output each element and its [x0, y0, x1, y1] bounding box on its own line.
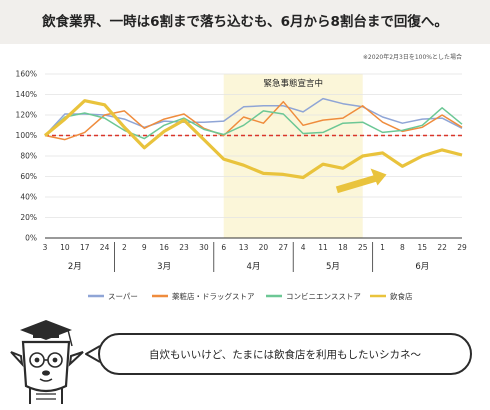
speech-bubble: 自炊もいいけど、たまには飲食店を利用もしたいシカネ〜 [98, 333, 472, 375]
month-label: 3月 [157, 262, 171, 272]
title-bar: 飲食業界、一時は6割まで落ち込むも、6月から8割台まで回復へ。 [0, 0, 490, 44]
recovery-arrow-head-icon [370, 168, 387, 186]
x-tick-label: 29 [457, 243, 467, 252]
month-label: 6月 [415, 262, 429, 272]
x-tick-label: 23 [179, 243, 189, 252]
chart-title: 飲食業界、一時は6割まで落ち込むも、6月から8割台まで回復へ。 [42, 14, 448, 30]
x-tick-label: 16 [159, 243, 169, 252]
y-tick-label: 40% [20, 193, 37, 202]
recovery-arrow-icon [335, 174, 380, 194]
x-tick-label: 2 [122, 243, 127, 252]
x-tick-label: 1 [380, 243, 385, 252]
series-line-3 [43, 99, 463, 180]
x-tick-label: 9 [142, 243, 147, 252]
chart-note: ※2020年2月3日を100%とした場合 [363, 53, 462, 61]
x-tick-label: 3 [43, 243, 48, 252]
legend-label: スーパー [108, 292, 138, 301]
deer-mascot-icon [6, 316, 88, 410]
legend-label: 飲食店 [390, 291, 413, 301]
y-tick-label: 0% [25, 234, 37, 243]
x-tick-label: 20 [259, 243, 269, 252]
x-tick-label: 13 [239, 243, 249, 252]
speech-bubble-text: 自炊もいいけど、たまには飲食店を利用もしたいシカネ〜 [149, 349, 421, 361]
y-tick-label: 60% [20, 172, 37, 181]
y-tick-label: 20% [20, 213, 37, 222]
y-tick-label: 140% [16, 90, 37, 99]
x-tick-label: 22 [437, 243, 447, 252]
y-tick-label: 120% [16, 111, 37, 120]
x-tick-label: 8 [400, 243, 405, 252]
x-tick-label: 17 [80, 243, 90, 252]
y-tick-label: 100% [16, 131, 37, 140]
chart-svg: 0%20%40%60%80%100%120%140%160% 3 10 17 24 2 9… [16, 53, 467, 301]
x-tick-label: 10 [60, 243, 70, 252]
y-tick-label: 80% [20, 152, 37, 161]
x-tick-label: 11 [318, 243, 328, 252]
line-chart: 0% 20% 40% 60% 80% 100% 120% 140% 160% 3 10 17 24 2 9… [0, 48, 490, 322]
x-tick-label: 6 [221, 243, 226, 252]
x-tick-label: 27 [279, 243, 289, 252]
series-line-2 [44, 107, 463, 140]
x-tick-label: 30 [199, 243, 209, 252]
x-tick-label: 25 [358, 243, 368, 252]
x-tick-label: 24 [100, 243, 110, 252]
series-line-1 [44, 100, 463, 141]
legend-label: 薬粧店・ドラッグストア [172, 291, 255, 301]
x-tick-label: 15 [418, 243, 428, 252]
x-tick-label: 18 [338, 243, 348, 252]
month-label: 4月 [247, 262, 261, 272]
highlight-label: 緊急事態宣言中 [263, 78, 323, 89]
x-tick-label: 4 [301, 243, 306, 252]
month-label: 2月 [68, 262, 82, 272]
y-tick-label: 160% [16, 70, 37, 79]
month-label: 5月 [326, 262, 340, 272]
legend-label: コンビニエンスストア [286, 292, 361, 301]
